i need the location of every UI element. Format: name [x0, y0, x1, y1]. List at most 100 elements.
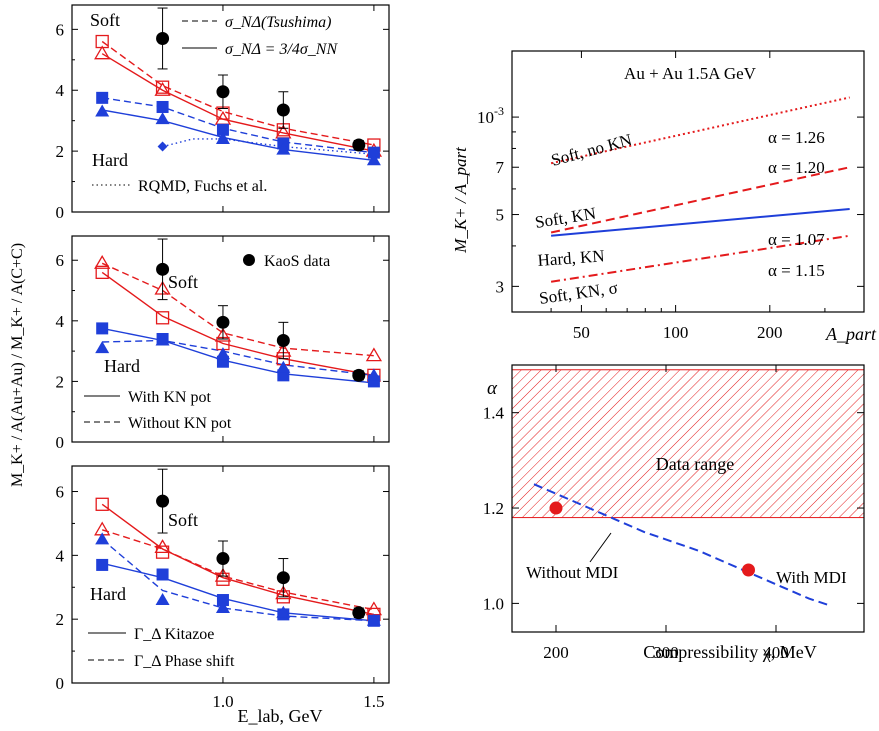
- x-tick-label: 1.0: [212, 692, 233, 711]
- x-tick-label: 100: [663, 323, 689, 342]
- blue-triangle: [276, 360, 291, 373]
- red-open-triangle: [154, 539, 171, 554]
- series-label-soft-kn-sigma: Soft, KN, σ: [538, 278, 619, 308]
- series-line: [550, 96, 850, 165]
- y-tick-label: 0: [56, 674, 65, 693]
- legend-three-quarter: σ_NΔ = 3/4σ_NN: [225, 41, 338, 58]
- legend-kaos: KaoS data: [264, 253, 330, 270]
- series-markers: [94, 7, 383, 166]
- y-tick-label: 3: [496, 277, 505, 296]
- ticks: 200 300 400 1.0 1.2 1.4: [483, 365, 864, 662]
- red-open-triangle: [275, 585, 292, 600]
- y-tick-label: 4: [56, 312, 65, 331]
- blue-diamond: [368, 147, 379, 158]
- panel-bottom-right: 200 300 400 1.0 1.2 1.4 Data range α Compress…: [483, 364, 865, 662]
- kaos-data-point: [216, 552, 230, 566]
- red-open-triangle: [94, 45, 111, 60]
- red-solid-line: [101, 53, 375, 152]
- blue-square: [156, 568, 169, 581]
- blue-triangle: [366, 153, 381, 166]
- kaos-data-point: [276, 334, 290, 348]
- blue-triangle: [215, 347, 230, 360]
- panel-bottom-left: 0 2 4 6 1.0 1.5 Soft Hard Γ_Δ Kitazoe Γ_Δ Pha…: [56, 465, 390, 726]
- blue-triangle: [95, 341, 110, 354]
- blue-diamond: [157, 141, 168, 152]
- red-open-triangle: [154, 81, 171, 96]
- y-tick-label: 2: [56, 142, 65, 161]
- panel-top-left: 0 2 4 6 Soft Hard σ_NΔ(Tsushima) σ_NΔ = 3/4…: [56, 4, 390, 222]
- ticks: 50 100 200 3 5 7 10-3: [477, 51, 864, 342]
- axes-frame: [71, 465, 390, 684]
- legend-rqmd: RQMD, Fuchs et al.: [138, 178, 267, 195]
- label-soft: Soft: [168, 272, 198, 292]
- without-mdi-pointer: [589, 532, 612, 563]
- chart-title: Au + Au 1.5A GeV: [624, 64, 757, 83]
- red-open-triangle: [365, 347, 383, 362]
- shared-ylabel: M_K+ / A(Au+Au) / M_K+ / A(C+C): [9, 243, 26, 487]
- kaos-data-point: [156, 31, 170, 45]
- x-tick-label: 200: [543, 643, 569, 662]
- y-tick-label: 1.2: [483, 499, 504, 518]
- blue-solid-line: [102, 562, 374, 622]
- ylabel: α: [487, 378, 498, 399]
- series-lines: [101, 40, 375, 161]
- blue-square: [216, 594, 229, 607]
- kaos-data-point: [276, 103, 290, 117]
- red-dashed-line: [101, 529, 375, 611]
- blue-dashed-line: [102, 339, 374, 377]
- red-open-square: [95, 497, 109, 511]
- series-lines: [101, 262, 375, 384]
- legend-kitazoe: Γ_Δ Kitazoe: [134, 626, 214, 643]
- series-lines: [533, 483, 832, 607]
- legend-without-kn: Without KN pot: [128, 415, 232, 432]
- blue-triangle: [366, 613, 381, 626]
- kaos-data-point: [352, 138, 366, 152]
- y-tick-label: 1.0: [483, 594, 504, 613]
- band-label: Data range: [656, 454, 734, 474]
- xlabel: A_part: [825, 324, 877, 344]
- y-tick-label: 2: [56, 372, 65, 391]
- alpha-2: α = 1.20: [768, 158, 825, 177]
- red-open-triangle: [214, 567, 232, 582]
- series-markers: [94, 468, 383, 627]
- red-open-triangle: [214, 327, 232, 342]
- red-open-square: [155, 80, 170, 94]
- label-hard: Hard: [90, 584, 126, 604]
- alpha-4: α = 1.15: [768, 261, 825, 280]
- shared-xlabel: E_lab, GeV: [238, 706, 323, 726]
- legend-phase-shift: Γ_Δ Phase shift: [134, 653, 235, 670]
- y-tick-label: 4: [56, 81, 65, 100]
- series-markers: [94, 238, 383, 388]
- legend-tsushima: σ_NΔ(Tsushima): [225, 14, 332, 31]
- kaos-data-point: [156, 494, 170, 508]
- series-line: [550, 166, 850, 234]
- blue-diamond: [217, 133, 228, 144]
- red-open-square: [155, 311, 170, 325]
- blue-triangle: [155, 112, 170, 125]
- blue-square: [96, 322, 109, 335]
- y-tick-label: 5: [496, 206, 505, 225]
- ylabel: M_K+ / A_part: [451, 146, 470, 254]
- y-tick-label: 10-3: [477, 104, 504, 127]
- blue-triangle: [95, 532, 110, 545]
- red-solid-line: [101, 271, 375, 377]
- point-label-with-mdi: With MDI: [776, 568, 847, 587]
- series-label-soft-kn: Soft, KN: [534, 204, 598, 232]
- series-lines: [550, 96, 850, 283]
- axes-frame: [71, 235, 390, 443]
- blue-triangle: [155, 593, 170, 606]
- x-tick-label: 200: [757, 323, 783, 342]
- blue-square: [156, 100, 169, 113]
- blue-solid-line: [102, 109, 374, 161]
- kaos-data-point: [352, 368, 366, 382]
- point-label-without-mdi: Without MDI: [526, 563, 619, 582]
- legend-kaos-marker: [243, 254, 255, 266]
- axes-frame: [71, 4, 390, 213]
- series-line: [551, 208, 850, 237]
- blue-square: [96, 558, 109, 571]
- alpha-1: α = 1.26: [768, 128, 825, 147]
- red-open-square: [95, 265, 109, 280]
- panel-top-right: 50 100 200 3 5 7 10-3 Au + Au 1.5A GeV M_K+ / …: [451, 50, 877, 344]
- mdi-curve: [533, 483, 832, 607]
